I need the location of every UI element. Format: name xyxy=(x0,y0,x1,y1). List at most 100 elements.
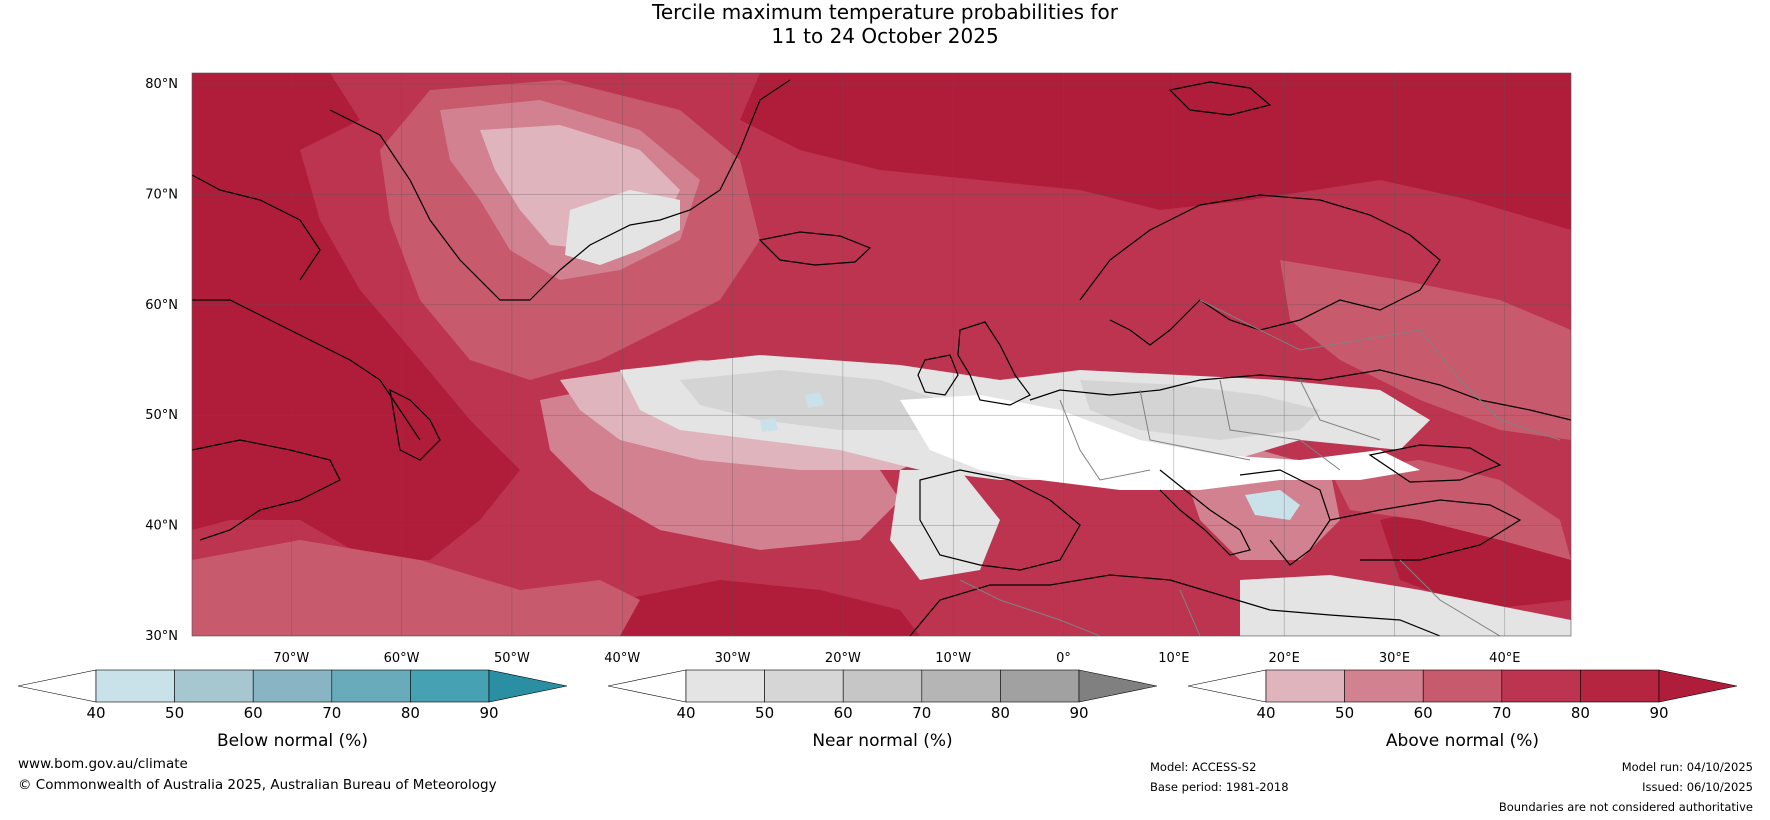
colorbar-1-tick-2: 60 xyxy=(244,704,263,722)
map-area xyxy=(192,73,1571,636)
colorbar-1-segment-4 xyxy=(410,669,490,703)
coast-iceland xyxy=(758,231,872,266)
field-near-50-greenland xyxy=(565,190,680,265)
model-run-text: Model run: 04/10/2025 xyxy=(1621,760,1753,774)
lon-label-7: 0° xyxy=(1056,651,1071,666)
colorbar-2: 40 50 60 70 80 90 Near normal (%) xyxy=(607,669,1158,751)
colorbar-2-segment-1 xyxy=(764,669,844,703)
lat-label-1: 70°N xyxy=(145,187,178,202)
disclaimer-text: Boundaries are not considered authoritat… xyxy=(1498,800,1753,814)
border-5 xyxy=(1199,299,1421,351)
coast-baffin xyxy=(192,174,321,281)
lon-label-5: 20°W xyxy=(825,651,861,666)
coast-blacksea xyxy=(1368,444,1502,483)
lon-label-1: 60°W xyxy=(384,651,420,666)
lon-label-9: 20°E xyxy=(1269,651,1300,666)
lat-label-4: 40°N xyxy=(145,519,178,534)
colorbar-1-segment-0 xyxy=(95,669,175,703)
coast-iberia xyxy=(919,469,1081,571)
colorbar-1-tick-1: 50 xyxy=(165,704,184,722)
field-below-50-atl xyxy=(805,392,824,408)
colorbar-2-extend-low xyxy=(607,669,687,703)
colorbar-2-segment-0 xyxy=(685,669,765,703)
lon-label-6: 10°W xyxy=(935,651,971,666)
border-9 xyxy=(1399,559,1501,636)
footer-run-info: Model run: 04/10/2025 Issued: 06/10/2025… xyxy=(1499,757,1753,817)
field-above-90-south xyxy=(600,580,920,636)
field-near-40-central xyxy=(900,395,1420,490)
colorbar-2-tick-1: 50 xyxy=(755,704,774,722)
colorbar-3-tick-5: 90 xyxy=(1649,704,1668,722)
border-3 xyxy=(1219,379,1341,471)
model-text: Model: ACCESS-S2 xyxy=(1150,760,1257,774)
coast-europe xyxy=(1029,369,1571,421)
colorbar-2-tick-5: 90 xyxy=(1069,704,1088,722)
colorbar-1-label: Below normal (%) xyxy=(217,731,368,751)
colorbar-3-tick-0: 40 xyxy=(1256,704,1275,722)
colorbar-2-extend-high xyxy=(1078,669,1158,703)
colorbar-3-extend-low xyxy=(1187,669,1267,703)
field-above-90-west xyxy=(192,73,520,560)
coast-greenland xyxy=(329,79,791,301)
footer-left: www.bom.gov.au/climate © Commonwealth of… xyxy=(18,754,497,796)
borders xyxy=(959,299,1561,636)
field-above-90-north xyxy=(740,73,1571,230)
colorbar-2-label: Near normal (%) xyxy=(812,731,952,751)
colorbar-3-segment-1 xyxy=(1344,669,1424,703)
colorbar-3-tick-1: 50 xyxy=(1335,704,1354,722)
lon-label-4: 30°W xyxy=(715,651,751,666)
latitude-labels: 80°N 70°N 60°N 50°N 40°N 30°N xyxy=(145,77,178,644)
map-frame xyxy=(191,72,1572,637)
website-text: www.bom.gov.au/climate xyxy=(18,756,188,772)
title-line-2: 11 to 24 October 2025 xyxy=(771,24,999,48)
colorbar-3-tick-4: 80 xyxy=(1571,704,1590,722)
chart-title: Tercile maximum temperature probabilitie… xyxy=(0,0,1770,48)
colorbar-3: 40 50 60 70 80 90 Above normal (%) xyxy=(1187,669,1738,751)
lon-label-2: 50°W xyxy=(494,651,530,666)
lat-label-2: 60°N xyxy=(145,298,178,313)
border-8 xyxy=(1179,589,1201,636)
field-near-50-south xyxy=(890,470,1000,580)
copyright-text: © Commonwealth of Australia 2025, Austra… xyxy=(18,777,497,793)
colorbar-3-label: Above normal (%) xyxy=(1386,731,1539,751)
coast-africa xyxy=(909,574,1441,636)
field-below-50-balkans xyxy=(1245,490,1300,520)
lon-label-0: 70°W xyxy=(273,651,309,666)
colorbar-3-segment-2 xyxy=(1422,669,1503,703)
lat-label-3: 50°N xyxy=(145,408,178,423)
coast-turkey xyxy=(1329,499,1522,561)
field-near-60-europe xyxy=(1080,380,1320,440)
border-2 xyxy=(1139,389,1251,461)
colorbar-1-extend-low xyxy=(17,669,97,703)
colorbar-1-tick-3: 70 xyxy=(322,704,341,722)
border-4 xyxy=(1299,379,1381,441)
coast-scandinavia xyxy=(1079,194,1441,346)
colorbar-3-tick-3: 70 xyxy=(1492,704,1511,722)
colorbar-1-tick-0: 40 xyxy=(86,704,105,722)
border-6 xyxy=(1419,329,1561,441)
coast-newfoundland xyxy=(389,388,441,461)
field-above-90-east xyxy=(1380,500,1571,610)
colorbar-2-segment-2 xyxy=(842,669,923,703)
longitude-labels: 70°W 60°W 50°W 40°W 30°W 20°W 10°W 0° 10°E 20°E 30… xyxy=(273,651,1520,666)
coast-italy xyxy=(1159,469,1251,556)
colorbars: 40 50 60 70 80 90 Below normal (%) 40 50 60 70 80 90… xyxy=(17,669,1738,751)
footer-model-info: Model: ACCESS-S2 Base period: 1981-2018 xyxy=(1150,757,1289,797)
title-line-1: Tercile maximum temperature probabilitie… xyxy=(652,0,1118,24)
border-1 xyxy=(1059,399,1151,481)
coast-usa xyxy=(192,439,341,541)
field-above-70-d xyxy=(1330,460,1571,560)
field-above-70-b xyxy=(192,540,640,636)
field-near-50-east xyxy=(1240,575,1571,636)
colorbar-2-tick-2: 60 xyxy=(834,704,853,722)
border-7 xyxy=(959,579,1101,636)
colorbar-3-segment-0 xyxy=(1265,669,1345,703)
coast-labrador xyxy=(192,299,421,441)
colorbar-3-extend-high xyxy=(1658,669,1738,703)
coast-ireland xyxy=(917,354,959,396)
colorbar-2-segment-4 xyxy=(1000,669,1080,703)
lat-label-5: 30°N xyxy=(145,629,178,644)
colorbar-2-segment-3 xyxy=(921,669,1001,703)
